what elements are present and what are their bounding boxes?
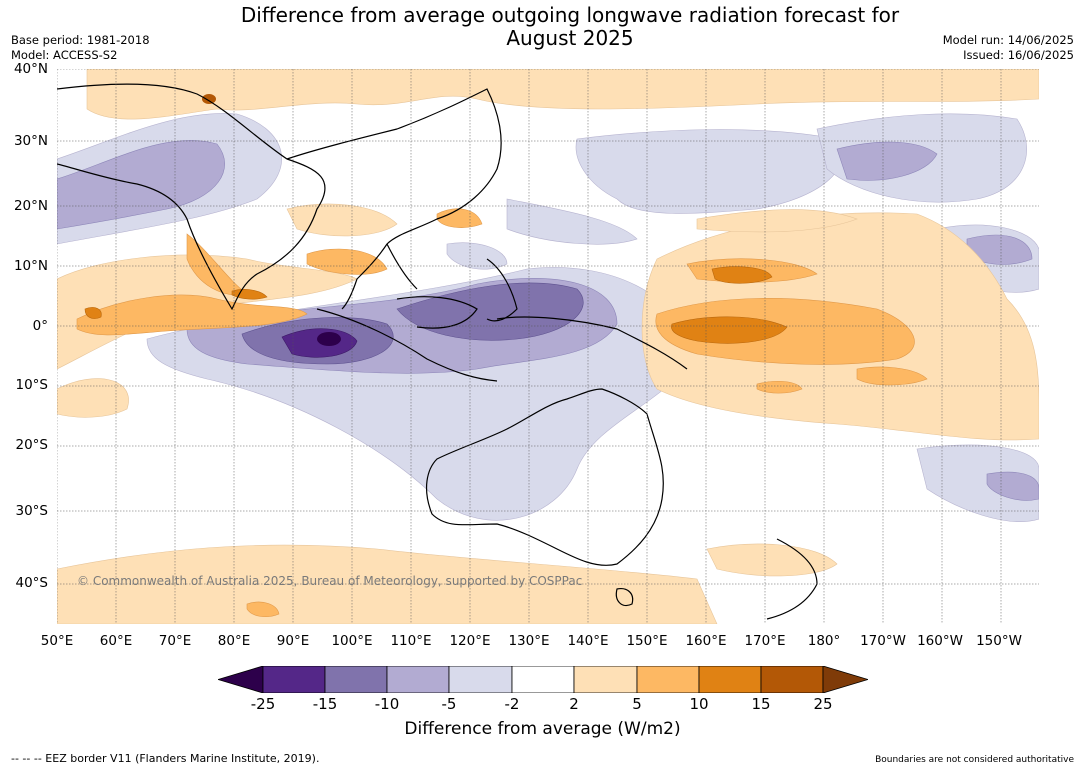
colorbar-tick: 2 — [569, 695, 579, 713]
lon-label-170w: 170°W — [860, 633, 906, 649]
model-text: Model: ACCESS-S2 — [11, 48, 118, 62]
lat-label-20n: 20°N — [13, 198, 48, 214]
coastlines — [57, 83, 818, 620]
lon-label-120e: 120°E — [449, 633, 491, 649]
lon-label-60e: 60°E — [99, 633, 133, 649]
colorbar-tick: 10 — [689, 695, 709, 713]
anomaly-darkest-orange — [202, 94, 216, 104]
anomaly-dark-orange — [84, 266, 788, 344]
lat-label-0: 0° — [32, 318, 48, 334]
colorbar-tick: 5 — [632, 695, 642, 713]
colorbar-label: Difference from average (W/m2) — [404, 719, 681, 739]
anomaly-darkest-purple — [317, 332, 341, 346]
lat-label-30n: 30°N — [13, 133, 48, 149]
lon-label-90e: 90°E — [276, 633, 310, 649]
colorbar-bin-8 — [698, 666, 762, 693]
colorbar-bin-9 — [760, 666, 824, 693]
meta-right: Model run: 14/06/2025 Issued: 16/06/2025 — [943, 33, 1074, 63]
colorbar-bin-2 — [324, 666, 388, 693]
lon-label-100e: 100°E — [331, 633, 373, 649]
lat-label-40s: 40°S — [15, 575, 49, 591]
boundaries-disclaimer: Boundaries are not considered authoritat… — [875, 755, 1074, 765]
colorbar-tick: -10 — [374, 695, 400, 713]
colorbar-tick: -15 — [312, 695, 338, 713]
lat-label-10n: 10°N — [13, 258, 48, 274]
lon-label-150e: 150°E — [626, 633, 668, 649]
lon-label-50e: 50°E — [40, 633, 74, 649]
colorbar-bin-3 — [386, 666, 450, 693]
copyright-notice: © Commonwealth of Australia 2025, Bureau… — [77, 574, 583, 588]
colorbar-low-extend — [218, 666, 264, 693]
lat-label-40n: 40°N — [13, 61, 48, 77]
meta-left: Base period: 1981-2018 Model: ACCESS-S2 — [11, 33, 150, 63]
colorbar-high-extend — [822, 666, 868, 693]
lon-label-80e: 80°E — [217, 633, 251, 649]
lat-label-10s: 10°S — [15, 377, 49, 393]
lon-label-110e: 110°E — [390, 633, 432, 649]
lat-label-20s: 20°S — [15, 437, 49, 453]
lon-label-160w: 160°W — [917, 633, 963, 649]
lon-label-160e: 160°E — [685, 633, 727, 649]
map-title: Difference from average outgoing longwav… — [240, 3, 900, 50]
colorbar-bin-4 — [448, 666, 513, 693]
gridlines — [57, 69, 1039, 624]
issued-text: Issued: 16/06/2025 — [963, 48, 1074, 62]
base-period-text: Base period: 1981-2018 — [11, 33, 150, 47]
lat-label-30s: 30°S — [15, 503, 49, 519]
model-run-text: Model run: 14/06/2025 — [942, 33, 1074, 47]
lon-label-70e: 70°E — [158, 633, 192, 649]
lon-label-130e: 130°E — [508, 633, 550, 649]
colorbar-tick: 25 — [813, 695, 833, 713]
colorbar-tick: -5 — [441, 695, 457, 713]
map-panel[interactable] — [57, 69, 1039, 624]
eez-border-note: -- -- -- EEZ border V11 (Flanders Marine… — [11, 752, 320, 765]
colorbar-bin-5 — [511, 666, 575, 693]
lon-label-140e: 140°E — [567, 633, 609, 649]
lon-label-150w: 150°W — [976, 633, 1022, 649]
colorbar-tick: -25 — [250, 695, 276, 713]
map-canvas — [57, 69, 1039, 624]
colorbar-bin-1 — [262, 666, 326, 693]
colorbar-tick: 15 — [751, 695, 771, 713]
colorbar-bin-7 — [636, 666, 700, 693]
lon-label-180: 180° — [807, 633, 841, 649]
colorbar-bin-6 — [573, 666, 638, 693]
colorbar-tick: -2 — [504, 695, 520, 713]
colorbar — [218, 666, 868, 693]
lon-label-170e: 170°E — [744, 633, 786, 649]
